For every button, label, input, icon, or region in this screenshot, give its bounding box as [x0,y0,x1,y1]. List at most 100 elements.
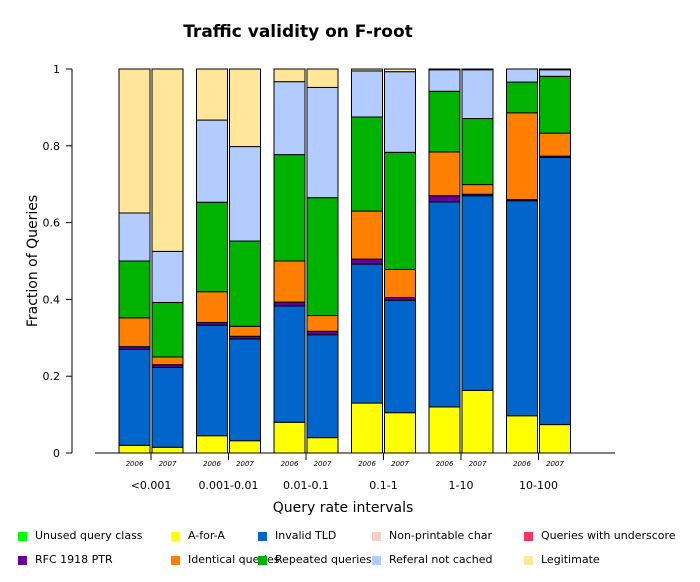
legend-label: Invalid TLD [275,529,337,542]
bar-segment [196,119,228,203]
bar-segment [461,184,494,195]
y-tick-label: 0.4 [43,293,61,306]
x-tick-label: 10-100 [519,479,558,492]
legend-label: Queries with underscore [541,529,676,542]
bar-segment [118,68,151,214]
bar-segment [539,424,571,454]
x-tick-label: <0.001 [131,479,172,492]
bar-segment [506,68,538,83]
legend-swatch [524,556,533,565]
bar-segment [351,70,383,118]
legend-label: Legitimate [541,553,600,566]
bar-segment [151,366,184,448]
legend-label: A-for-A [188,529,225,542]
x-tick-label: 0.1-1 [369,479,397,492]
legend-swatch [372,556,381,565]
bar-year-label: 2007 [159,460,177,468]
bar-segment [229,68,261,148]
x-axis-label: Query rate intervals [273,500,414,516]
bar-segment [351,402,383,454]
bar-segment [428,90,461,153]
legend-swatch [171,556,180,565]
bar-segment [273,81,306,156]
bar-segment [273,154,306,262]
bar-segment [461,195,494,391]
bar-year-label: 2006 [281,460,299,468]
bar-segment [273,305,306,423]
bar-segment [461,118,494,186]
x-tick-label: 1-10 [449,479,474,492]
legend-label: Non-printable char [389,529,493,542]
bar-segment [306,437,339,454]
legend-label: Referal not cached [389,553,493,566]
bar-segment [428,201,461,408]
bar-segment [273,301,306,307]
legend-label: RFC 1918 PTR [35,553,113,566]
bar-segment [118,444,151,454]
bar-segment [118,348,151,446]
bar-year-label: 2007 [391,460,409,468]
bar-segment [428,69,461,92]
bar-segment [428,151,461,197]
bar-segment [151,250,184,303]
bar-segment [196,324,228,437]
bar-segment [539,156,571,426]
bar-segment [229,325,261,337]
bar-segment [384,268,416,298]
bar-segment [506,415,538,454]
bar-segment [306,330,339,336]
bar-segment [539,75,571,134]
bar-segment [273,421,306,454]
bar-segment [351,263,383,404]
bar-year-label: 2007 [469,460,487,468]
bar-segment [539,69,571,77]
bar-segment [384,71,416,153]
bar-segment [306,334,339,439]
bar-segment [118,212,151,262]
bar-segment [384,68,416,73]
bar-year-label: 2006 [126,460,144,468]
bar-segment [229,338,261,442]
legend-swatch [524,532,533,541]
bar-segment [196,201,228,293]
bar-segment [351,68,383,72]
bar-segment [151,301,184,358]
y-tick-label: 0 [53,447,60,460]
x-tick-label: 0.001-0.01 [199,479,259,492]
bar-segment [306,68,339,88]
bar-segment [118,260,151,319]
y-tick-label: 0.6 [43,217,61,230]
bar-segment [506,81,538,114]
bar-segment [196,68,228,121]
bar-year-label: 2007 [236,460,254,468]
bar-segment [351,116,383,212]
bar-segment [506,200,538,417]
bar-segment [351,258,383,265]
y-axis-label: Fraction of Queries [25,195,41,327]
y-tick-label: 0.8 [43,140,61,153]
bar-segment [461,69,494,120]
bar-segment [428,195,461,203]
bar-segment [306,86,339,199]
bar-year-label: 2007 [314,460,332,468]
x-axis: 2006 2007 <0.001 2006 2007 0.001-0.01 2006 2007… [95,452,615,492]
bar-segment [151,68,184,252]
bar-segment [539,132,571,157]
chart-title: Traffic validity on F-root [183,22,413,42]
bar-year-label: 2006 [358,460,376,468]
bars [118,68,571,454]
bar-segment [351,210,383,260]
bar-year-label: 2006 [436,460,454,468]
bar-segment [118,317,151,348]
y-tick-label: 1 [53,63,60,76]
bar-segment [461,389,494,454]
legend-swatch [372,532,381,541]
bar-segment [273,260,306,303]
bar-segment [539,68,571,71]
bar-segment [506,112,538,201]
legend-label: Unused query class [35,529,143,542]
bar-segment [428,406,461,454]
bar-segment [306,315,339,332]
bar-segment [229,240,261,327]
